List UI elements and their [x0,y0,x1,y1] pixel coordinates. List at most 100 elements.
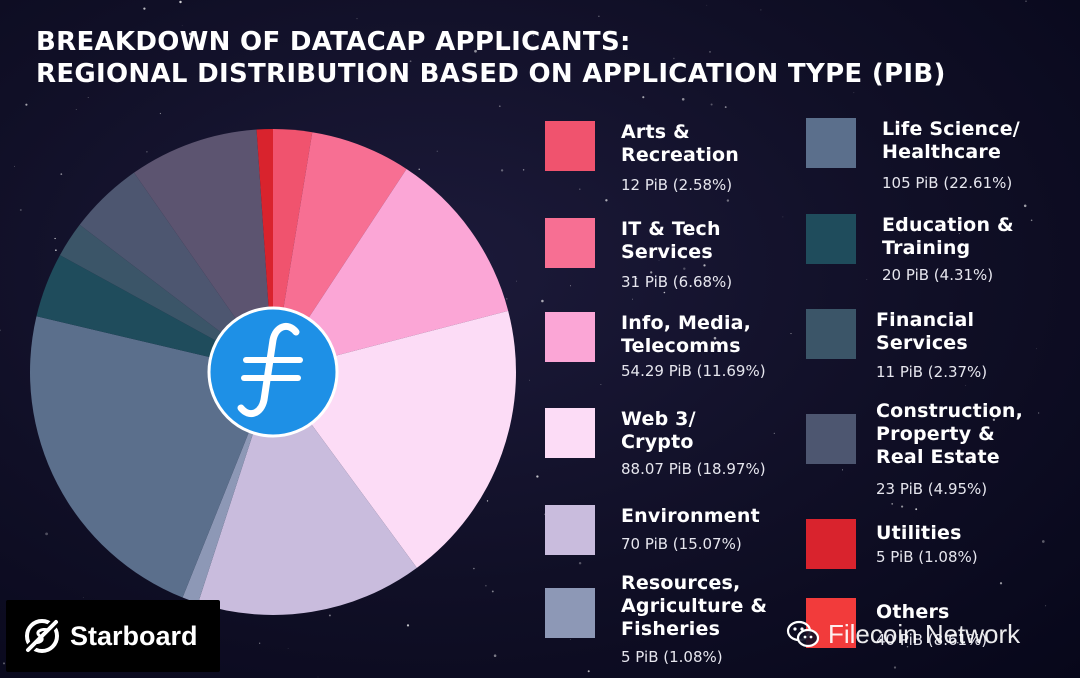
star [259,642,261,644]
legend-label: Construction, Property & Real Estate [876,400,1024,468]
star [569,639,571,640]
star [635,277,638,280]
star [486,500,489,502]
star [773,432,775,434]
star [75,109,77,110]
star [891,503,894,505]
star [605,199,608,202]
star [409,60,412,63]
star [328,614,331,617]
legend-swatch [806,309,856,359]
star [915,508,918,511]
star [506,298,508,300]
legend-swatch [545,218,595,268]
star [25,103,28,106]
star [760,9,762,11]
legend-label: Arts & Recreation [621,121,740,166]
legend-swatch [545,588,595,638]
star [181,25,183,26]
star [853,92,855,94]
star [406,624,410,627]
star [710,103,713,106]
starboard-logo-icon [22,616,62,656]
star [782,216,784,218]
legend-value: 20 PiB (4.31%) [882,266,994,284]
star [498,105,501,108]
star [87,97,89,98]
star [712,589,714,591]
chart-title-line-2: REGIONAL DISTRIBUTION BASED ON APPLICATI… [36,59,946,89]
star [82,597,84,598]
star [958,233,960,235]
watermark-text: Filecoin Network [828,618,1021,649]
star [906,645,909,648]
star [1037,412,1040,414]
star [485,584,487,587]
starboard-logo-text: Starboard [70,621,198,651]
star [841,469,844,471]
star [632,298,633,300]
pie-slice-environment [198,372,417,616]
legend-swatch [806,519,856,569]
star [999,582,1003,585]
star [532,34,535,36]
pie-slice-info-media-telecomms [273,168,509,372]
star [515,280,517,282]
filecoin-logo [207,306,339,438]
star [895,120,898,122]
star [673,57,675,60]
star [60,173,63,175]
star [0,329,1,332]
star [146,151,148,153]
star [1030,219,1033,222]
star [650,271,653,274]
star [366,69,369,73]
star [491,590,494,593]
star [663,291,666,294]
star [587,670,590,673]
star [866,279,868,280]
star [957,641,959,644]
legend-label: IT & Tech Services [621,218,721,263]
legend-swatch [806,414,856,464]
star [578,561,582,565]
star [1045,605,1047,607]
wechat-icon [786,620,820,648]
star [179,0,182,4]
legend-swatch [545,312,595,362]
pie-slice-construction-property-real-estate [79,172,274,372]
star [790,333,792,335]
star [536,475,539,478]
star [600,384,602,385]
watermark: Filecoin Network [786,616,1020,652]
star [726,199,730,202]
legend-label: Education & Training [882,214,1014,259]
star [500,169,504,172]
star [159,112,161,115]
star [961,454,963,457]
star [356,18,358,20]
star [418,168,420,170]
starboard-logo: Starboard [6,600,220,672]
legend-value: 5 PiB (1.08%) [621,648,723,666]
star [493,654,497,657]
star [901,505,904,508]
star [569,285,571,287]
chart-title: BREAKDOWN OF DATACAP APPLICANTS: REGIONA… [36,26,946,90]
legend-label: Others [876,601,950,623]
star [54,237,56,240]
star [473,567,475,570]
star [681,98,685,101]
star [1035,348,1037,350]
star [474,49,477,53]
legend-value: 31 PiB (6.68%) [621,273,733,291]
legend-swatch [545,121,595,171]
legend-label: Resources, Agriculture & Fisheries [621,572,768,640]
legend-value: 88.07 PiB (18.97%) [621,460,766,478]
star [1025,0,1027,2]
pie-slice-education-training [36,255,273,372]
star [143,7,146,10]
star [19,209,22,211]
star [658,260,660,261]
